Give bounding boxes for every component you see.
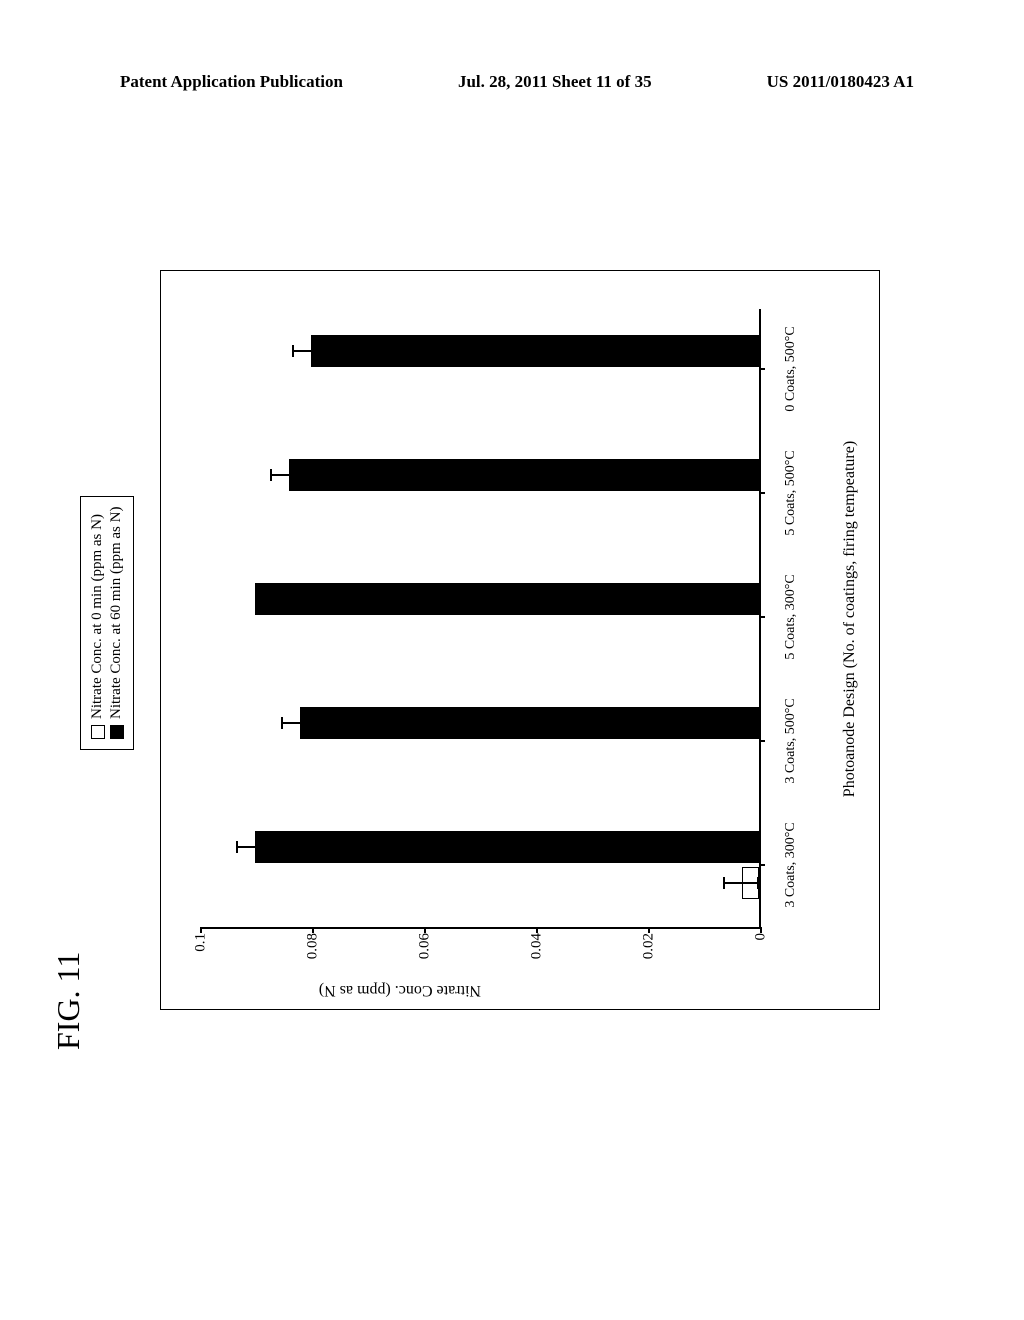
x-tick-label: 5 Coats, 300°C xyxy=(783,562,799,672)
y-axis-label: Nitrate Conc. (ppm as N) xyxy=(319,981,481,999)
y-tick-mark xyxy=(424,927,426,933)
bar-series-b xyxy=(255,831,759,863)
error-cap xyxy=(723,877,725,889)
plot-area: 00.020.040.060.080.13 Coats, 300°C3 Coat… xyxy=(201,309,761,929)
error-bar-b xyxy=(238,846,272,848)
y-tick-mark xyxy=(760,927,762,933)
chart-legend: Nitrate Conc. at 0 min (ppm as N) Nitrat… xyxy=(80,496,134,750)
error-bar-a xyxy=(725,882,759,884)
bar-series-b xyxy=(311,335,759,367)
y-tick-mark xyxy=(312,927,314,933)
header-left: Patent Application Publication xyxy=(120,72,343,92)
y-tick-label: 0.02 xyxy=(641,933,658,977)
legend-text-a: Nitrate Conc. at 0 min (ppm as N) xyxy=(89,514,106,719)
error-cap xyxy=(326,345,328,357)
legend-swatch-open xyxy=(91,725,105,739)
header-right: US 2011/0180423 A1 xyxy=(767,72,914,92)
error-bar-b xyxy=(272,474,306,476)
error-bar-b xyxy=(283,722,317,724)
error-cap xyxy=(315,717,317,729)
y-tick-label: 0.06 xyxy=(417,933,434,977)
x-axis-label: Photoanode Design (No. of coatings, firi… xyxy=(841,309,859,929)
x-tick-mark xyxy=(759,368,765,370)
bar-series-b xyxy=(300,707,759,739)
x-tick-label: 0 Coats, 500°C xyxy=(783,314,799,424)
y-tick-mark xyxy=(536,927,538,933)
y-tick-label: 0.08 xyxy=(305,933,322,977)
error-cap xyxy=(281,717,283,729)
error-cap xyxy=(270,841,272,853)
y-tick-label: 0 xyxy=(753,933,770,977)
chart-box: Nitrate Conc. (ppm as N) 00.020.040.060.… xyxy=(160,270,880,1010)
bar-series-b xyxy=(255,583,759,615)
x-tick-label: 3 Coats, 500°C xyxy=(783,686,799,796)
x-tick-label: 5 Coats, 500°C xyxy=(783,438,799,548)
bar-series-b xyxy=(289,459,759,491)
figure-label: FIG. 11 xyxy=(50,952,87,1050)
header-center: Jul. 28, 2011 Sheet 11 of 35 xyxy=(458,72,652,92)
legend-row-b: Nitrate Conc. at 60 min (ppm as N) xyxy=(108,507,125,739)
legend-text-b: Nitrate Conc. at 60 min (ppm as N) xyxy=(108,507,125,719)
legend-swatch-filled xyxy=(110,725,124,739)
x-tick-mark xyxy=(759,492,765,494)
figure-11: FIG. 11 Nitrate Conc. at 0 min (ppm as N… xyxy=(100,270,920,1010)
x-tick-label: 3 Coats, 300°C xyxy=(783,810,799,920)
legend-row-a: Nitrate Conc. at 0 min (ppm as N) xyxy=(89,507,106,739)
y-tick-mark xyxy=(200,927,202,933)
x-tick-mark xyxy=(759,740,765,742)
error-cap xyxy=(292,345,294,357)
error-cap xyxy=(757,877,759,889)
error-cap xyxy=(303,469,305,481)
error-cap xyxy=(270,469,272,481)
y-tick-label: 0.04 xyxy=(529,933,546,977)
error-cap xyxy=(236,841,238,853)
x-tick-mark xyxy=(759,616,765,618)
x-tick-mark xyxy=(759,864,765,866)
error-bar-b xyxy=(294,350,328,352)
page-header: Patent Application Publication Jul. 28, … xyxy=(0,72,1024,92)
y-tick-mark xyxy=(648,927,650,933)
y-tick-label: 0.1 xyxy=(193,933,210,977)
